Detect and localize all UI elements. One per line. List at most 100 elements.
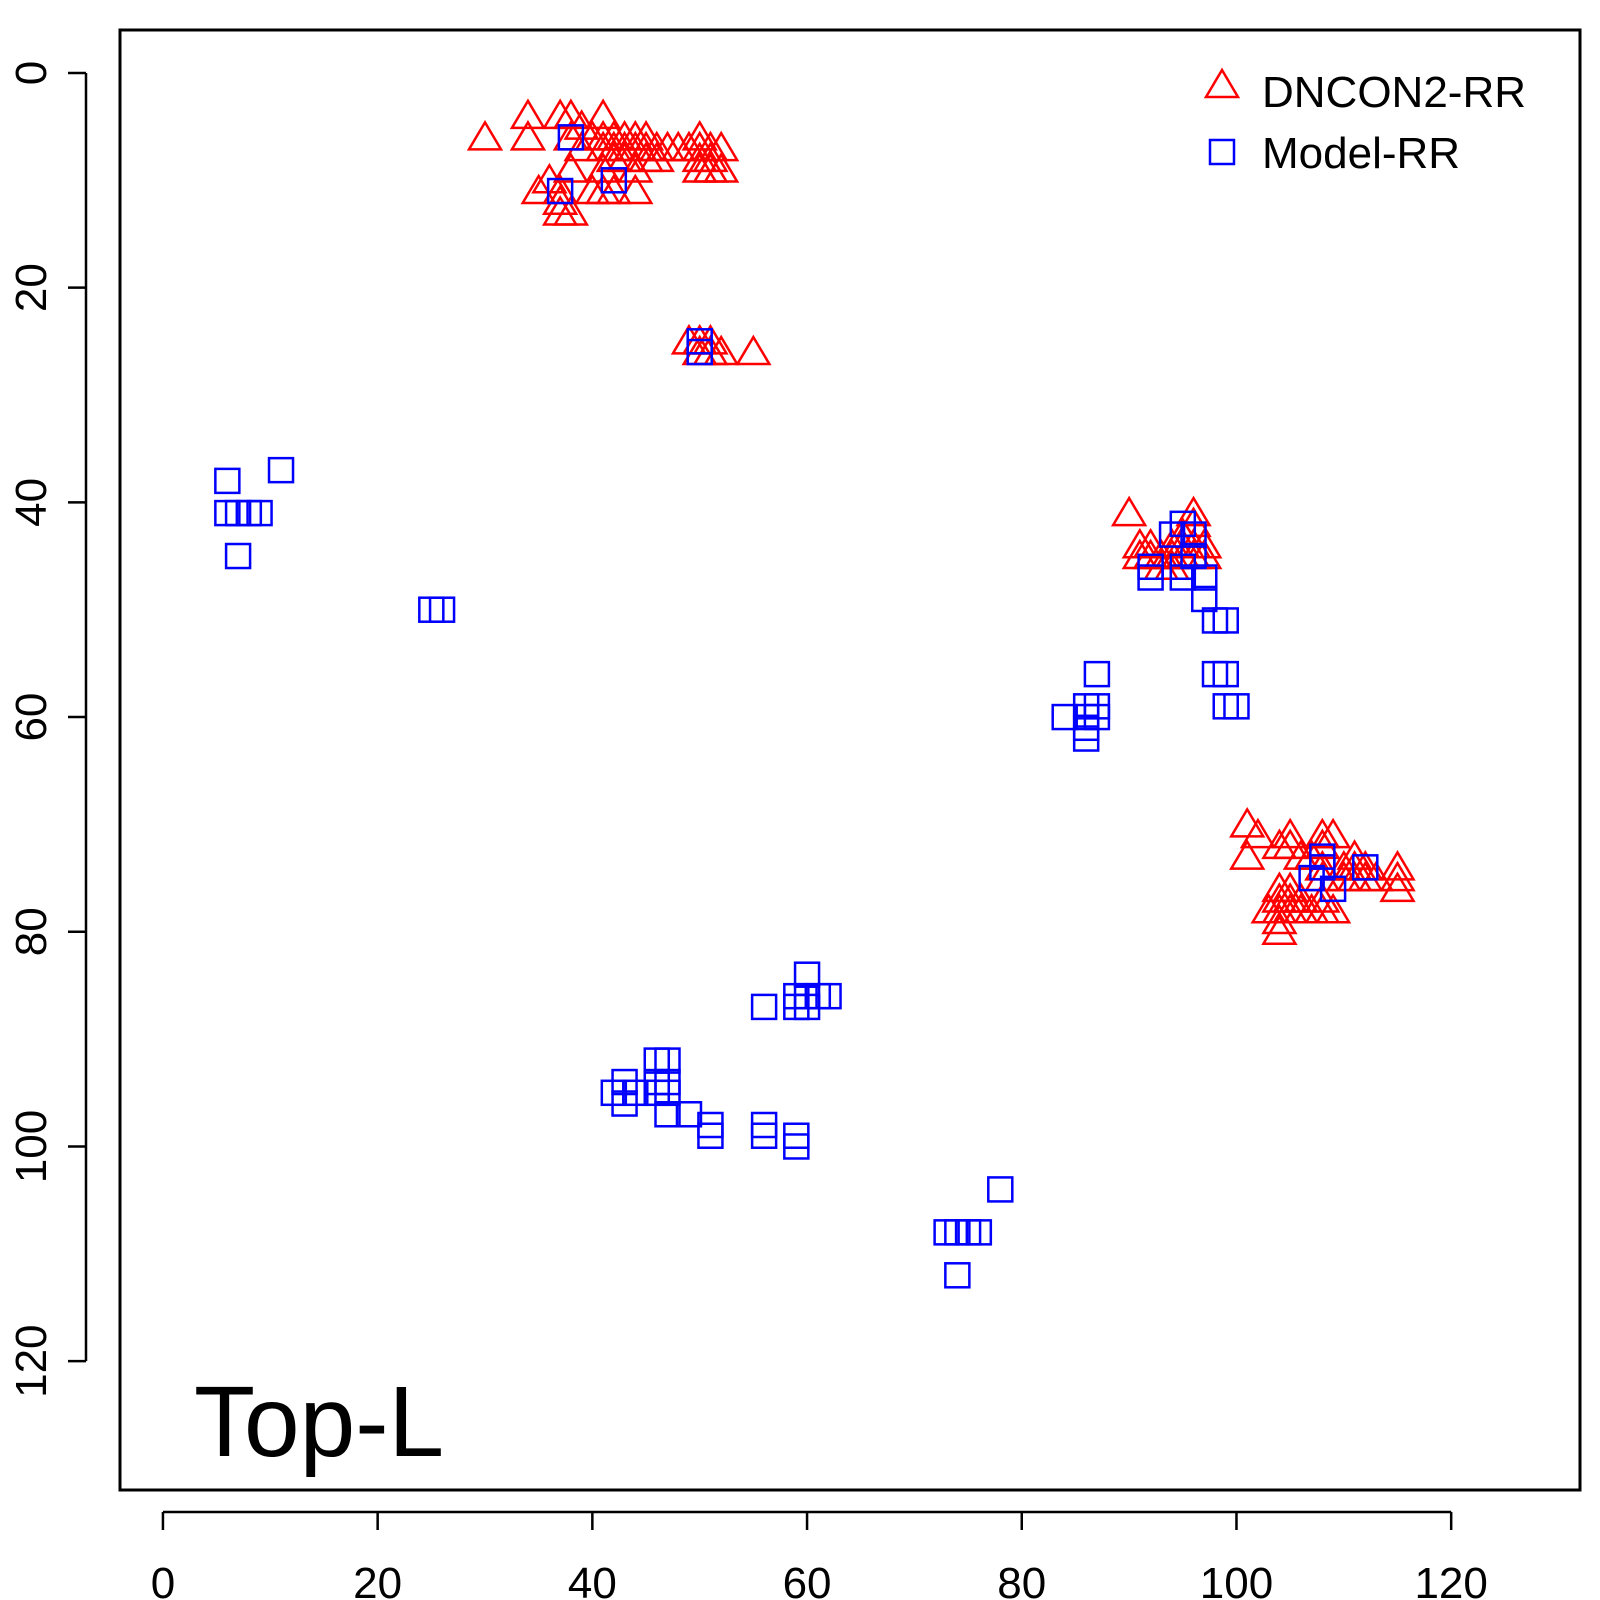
square-point <box>654 1101 681 1128</box>
triangle-point <box>574 173 611 205</box>
square-point <box>654 1047 681 1074</box>
square-point <box>1309 854 1336 881</box>
triangle-point <box>584 173 622 205</box>
legend-model-marker <box>1208 138 1236 166</box>
square-point <box>1169 510 1197 538</box>
triangle-point <box>1110 495 1148 527</box>
y-tick-label: 60 <box>7 693 56 742</box>
legend-dncon2-marker <box>1203 67 1241 99</box>
square-point <box>1083 703 1111 731</box>
x-tick-label: 100 <box>1200 1559 1273 1600</box>
square-point <box>1072 725 1100 752</box>
square-point <box>965 1219 993 1246</box>
triangle-point <box>1357 860 1395 892</box>
triangle-point <box>1229 839 1266 870</box>
square-point <box>622 1079 649 1107</box>
square-point <box>783 1133 810 1160</box>
legend-model-label: Model-RR <box>1262 129 1460 178</box>
square-point <box>557 124 585 151</box>
x-tick-label: 20 <box>353 1559 402 1600</box>
x-tick-label: 0 <box>151 1559 175 1600</box>
square-point <box>1212 607 1239 634</box>
square-point <box>1051 703 1078 731</box>
y-tick-label: 40 <box>7 478 56 527</box>
square-point <box>224 542 252 570</box>
triangle-point <box>552 195 590 226</box>
triangle-point <box>1261 914 1298 946</box>
triangle-point <box>1271 817 1309 849</box>
x-axis: 0 20 40 60 80 100 120 <box>151 1510 1488 1600</box>
y-axis: 0 20 40 60 80 100 120 <box>7 61 88 1398</box>
triangle-point <box>1379 849 1416 881</box>
square-point <box>600 1079 628 1107</box>
y-tick-label: 80 <box>7 907 56 956</box>
triangle-point <box>702 152 740 183</box>
square-point <box>675 1101 703 1128</box>
square-point <box>214 467 241 495</box>
square-point <box>1137 564 1164 591</box>
triangle-point <box>617 173 654 205</box>
square-point <box>1083 660 1111 688</box>
triangle-point <box>1379 860 1416 892</box>
square-point <box>783 1122 810 1149</box>
square-point <box>611 1090 638 1117</box>
series-0 <box>466 98 1416 946</box>
square-point <box>1212 660 1239 688</box>
x-tick-label: 80 <box>997 1559 1046 1600</box>
square-point <box>1201 660 1229 688</box>
square-point <box>750 993 778 1021</box>
square-point <box>611 1068 638 1096</box>
triangle-point <box>520 173 557 205</box>
triangle-point <box>692 152 729 183</box>
square-point <box>600 167 628 194</box>
square-point <box>1191 585 1218 613</box>
triangle-point <box>1261 903 1298 935</box>
triangle-point <box>466 119 504 151</box>
square-point <box>246 499 273 527</box>
y-tick-label: 20 <box>7 263 56 312</box>
square-point <box>1180 521 1207 548</box>
square-point <box>1169 564 1197 591</box>
triangle-point <box>735 334 772 366</box>
square-point <box>1212 693 1239 720</box>
square-point <box>750 1111 778 1139</box>
series-1 <box>214 124 1379 1289</box>
square-point <box>793 961 821 988</box>
legend-dncon2-label: DNCON2-RR <box>1262 68 1526 117</box>
square-point <box>793 993 821 1021</box>
square-point <box>1298 864 1325 892</box>
x-tick-label: 40 <box>568 1559 617 1600</box>
triangle-point <box>1314 892 1352 924</box>
triangle-point <box>702 130 740 162</box>
square-point <box>428 596 456 623</box>
triangle-point <box>552 152 590 183</box>
square-point <box>1319 875 1347 903</box>
y-tick-label: 0 <box>7 61 56 85</box>
square-point <box>944 1262 971 1289</box>
square-point <box>697 1122 724 1149</box>
square-point <box>987 1176 1014 1203</box>
square-point <box>815 982 842 1010</box>
x-tick-label: 60 <box>783 1559 832 1600</box>
y-tick-label: 120 <box>7 1324 56 1397</box>
triangle-point <box>1379 871 1416 903</box>
x-tick-label: 120 <box>1414 1559 1487 1600</box>
triangle-point <box>1282 892 1320 924</box>
triangle-point <box>509 119 547 151</box>
y-tick-label: 100 <box>7 1110 56 1183</box>
triangle-point <box>595 173 633 205</box>
triangle-point <box>702 334 740 366</box>
panel-label: Top-L <box>194 1366 444 1478</box>
square-point <box>654 1079 681 1107</box>
square-point <box>1223 693 1250 720</box>
square-point <box>1352 854 1379 881</box>
triangle-point <box>638 141 675 173</box>
triangle-point <box>1261 828 1298 860</box>
square-point <box>267 456 295 484</box>
square-point <box>1180 542 1207 570</box>
triangle-point <box>1314 817 1352 849</box>
square-point <box>418 596 445 623</box>
square-point <box>1191 564 1218 591</box>
square-point <box>750 1122 778 1149</box>
